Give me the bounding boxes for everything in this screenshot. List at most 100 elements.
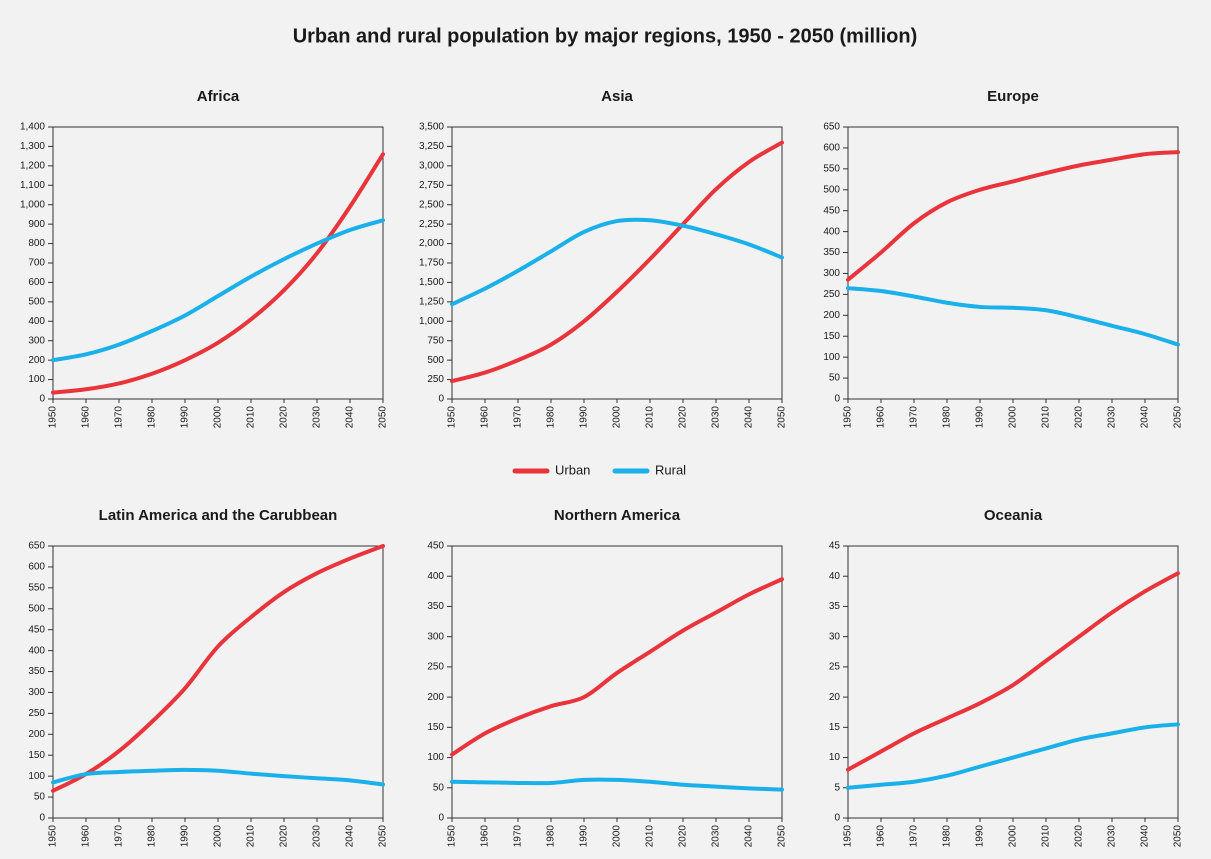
y-tick-label: 5 [834, 782, 840, 793]
y-tick-label: 500 [28, 296, 45, 307]
y-tick-label: 600 [28, 562, 45, 573]
y-tick-label: 20 [829, 692, 841, 703]
y-tick-label: 500 [427, 355, 444, 366]
y-tick-label: 0 [438, 394, 444, 405]
y-tick-label: 750 [427, 335, 444, 346]
x-tick-label: 1950 [447, 825, 458, 848]
y-tick-label: 250 [28, 708, 45, 719]
subplot-title: Asia [601, 88, 633, 105]
x-tick-label: 1960 [480, 406, 491, 429]
y-tick-label: 1,000 [20, 199, 45, 210]
plot-area [847, 126, 1179, 400]
y-tick-label: 100 [427, 752, 444, 763]
series-line [51, 218, 385, 363]
y-tick-label: 300 [28, 335, 45, 346]
y-tick-label: 350 [427, 601, 444, 612]
x-tick-label: 2040 [744, 825, 755, 848]
x-tick-label: 1990 [180, 406, 191, 429]
series-line [450, 140, 784, 384]
x-tick-label: 2000 [213, 825, 224, 848]
x-tick-label: 1970 [114, 406, 125, 429]
y-tick-label: 25 [829, 662, 841, 673]
series-line [846, 722, 1180, 790]
y-tick-label: 800 [28, 238, 45, 249]
x-tick-label: 1960 [876, 825, 887, 848]
x-tick-label: 2020 [279, 825, 290, 848]
x-tick-label: 1960 [876, 406, 887, 429]
y-tick-label: 1,200 [20, 160, 45, 171]
y-tick-label: 50 [829, 373, 841, 384]
y-tick-label: 150 [28, 750, 45, 761]
y-tick-label: 350 [823, 247, 840, 258]
y-tick-label: 15 [829, 722, 841, 733]
x-tick-label: 1950 [843, 825, 854, 848]
x-tick-label: 2040 [1140, 825, 1151, 848]
y-tick-label: 45 [829, 541, 841, 552]
y-tick-label: 900 [28, 219, 45, 230]
chart-title: Urban and rural population by major regi… [293, 25, 918, 47]
x-tick-label: 2040 [1140, 406, 1151, 429]
y-tick-label: 200 [823, 310, 840, 321]
x-tick-label: 1970 [513, 406, 524, 429]
y-tick-label: 300 [823, 268, 840, 279]
x-tick-label: 1970 [909, 406, 920, 429]
y-tick-label: 40 [829, 571, 841, 582]
x-tick-label: 2010 [645, 406, 656, 429]
y-tick-label: 400 [823, 226, 840, 237]
x-tick-label: 2030 [1107, 406, 1118, 429]
x-tick-label: 1970 [513, 825, 524, 848]
series-line [51, 544, 385, 793]
y-tick-label: 400 [28, 316, 45, 327]
x-tick-label: 2010 [246, 406, 257, 429]
y-tick-label: 30 [829, 631, 841, 642]
y-tick-label: 1,300 [20, 141, 45, 152]
x-tick-label: 2020 [1074, 825, 1085, 848]
y-tick-label: 300 [28, 687, 45, 698]
y-tick-label: 600 [28, 277, 45, 288]
x-tick-label: 2000 [213, 406, 224, 429]
y-tick-label: 1,250 [419, 296, 444, 307]
y-tick-label: 0 [39, 394, 45, 405]
x-tick-label: 2050 [777, 406, 788, 429]
y-tick-label: 3,500 [419, 122, 444, 133]
x-tick-label: 2040 [744, 406, 755, 429]
y-tick-label: 1,100 [20, 180, 45, 191]
y-tick-label: 450 [28, 624, 45, 635]
y-tick-label: 100 [28, 771, 45, 782]
y-tick-label: 3,000 [419, 160, 444, 171]
y-tick-label: 150 [427, 722, 444, 733]
subplot-title: Northern America [554, 507, 681, 524]
x-tick-label: 2010 [1041, 406, 1052, 429]
x-tick-label: 1970 [909, 825, 920, 848]
y-tick-label: 2,750 [419, 180, 444, 191]
y-tick-label: 3,250 [419, 141, 444, 152]
y-tick-label: 250 [823, 289, 840, 300]
subplot-title: Africa [197, 88, 240, 105]
y-tick-label: 250 [427, 374, 444, 385]
x-tick-label: 1960 [480, 825, 491, 848]
y-tick-label: 350 [28, 666, 45, 677]
y-tick-label: 400 [28, 645, 45, 656]
y-tick-label: 1,400 [20, 122, 45, 133]
series-line [846, 571, 1180, 772]
series-line [450, 217, 784, 307]
x-tick-label: 1980 [546, 406, 557, 429]
x-tick-label: 1990 [975, 825, 986, 848]
y-tick-label: 50 [433, 782, 445, 793]
y-tick-label: 100 [823, 352, 840, 363]
x-tick-label: 2010 [246, 825, 257, 848]
series-line [450, 577, 784, 757]
x-tick-label: 2050 [378, 406, 389, 429]
y-tick-label: 10 [829, 752, 841, 763]
x-tick-label: 1980 [147, 406, 158, 429]
subplot-title: Oceania [984, 507, 1043, 524]
x-tick-label: 2030 [312, 406, 323, 429]
y-tick-label: 600 [823, 143, 840, 154]
y-tick-label: 1,750 [419, 258, 444, 269]
x-tick-label: 2030 [711, 825, 722, 848]
x-tick-label: 2040 [345, 825, 356, 848]
y-tick-label: 250 [427, 662, 444, 673]
y-tick-label: 700 [28, 258, 45, 269]
x-tick-label: 1980 [942, 825, 953, 848]
subplot-title: Europe [987, 88, 1039, 105]
